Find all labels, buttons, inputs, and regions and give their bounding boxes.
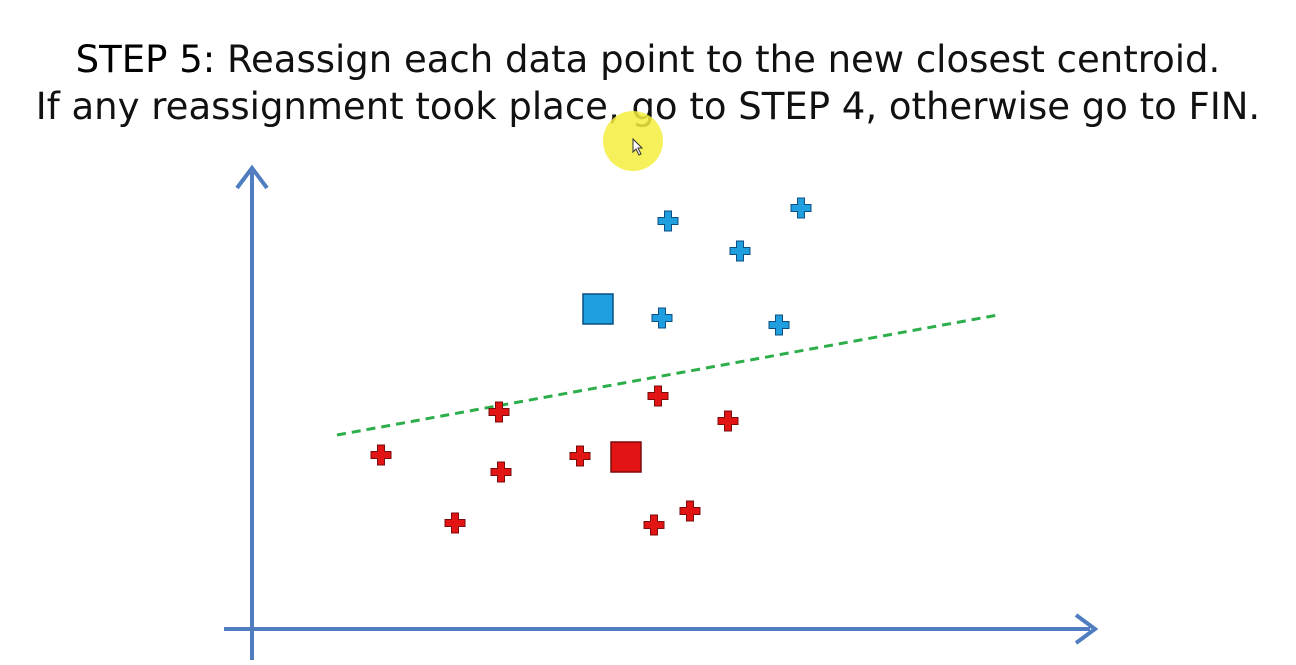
centroids	[582, 293, 642, 473]
blue-data-point	[651, 307, 673, 329]
y-axis-arrowhead	[235, 164, 269, 190]
step-label: STEP 5:	[75, 38, 216, 81]
data-points	[370, 197, 812, 536]
red-data-point	[647, 385, 669, 407]
step-description: Reassign each data point to the new clos…	[215, 38, 1221, 81]
red-data-point	[444, 512, 466, 534]
axes	[224, 164, 1099, 660]
slide-caption: STEP 5: Reassign each data point to the …	[0, 36, 1296, 130]
x-axis-arrowhead	[1074, 613, 1099, 645]
blue-data-point	[657, 210, 679, 232]
caption-line-1: STEP 5: Reassign each data point to the …	[0, 36, 1296, 83]
red-data-point	[569, 445, 591, 467]
red-data-point	[679, 500, 701, 522]
red-centroid	[610, 441, 642, 473]
blue-data-point	[729, 240, 751, 262]
mouse-pointer-icon	[632, 137, 644, 156]
blue-data-point	[790, 197, 812, 219]
blue-data-point	[768, 314, 790, 336]
red-data-point	[490, 461, 512, 483]
red-data-point	[717, 410, 739, 432]
divider-line	[336, 313, 999, 437]
red-data-point	[488, 401, 510, 423]
red-data-point	[643, 514, 665, 536]
blue-centroid	[582, 293, 614, 325]
red-data-point	[370, 444, 392, 466]
